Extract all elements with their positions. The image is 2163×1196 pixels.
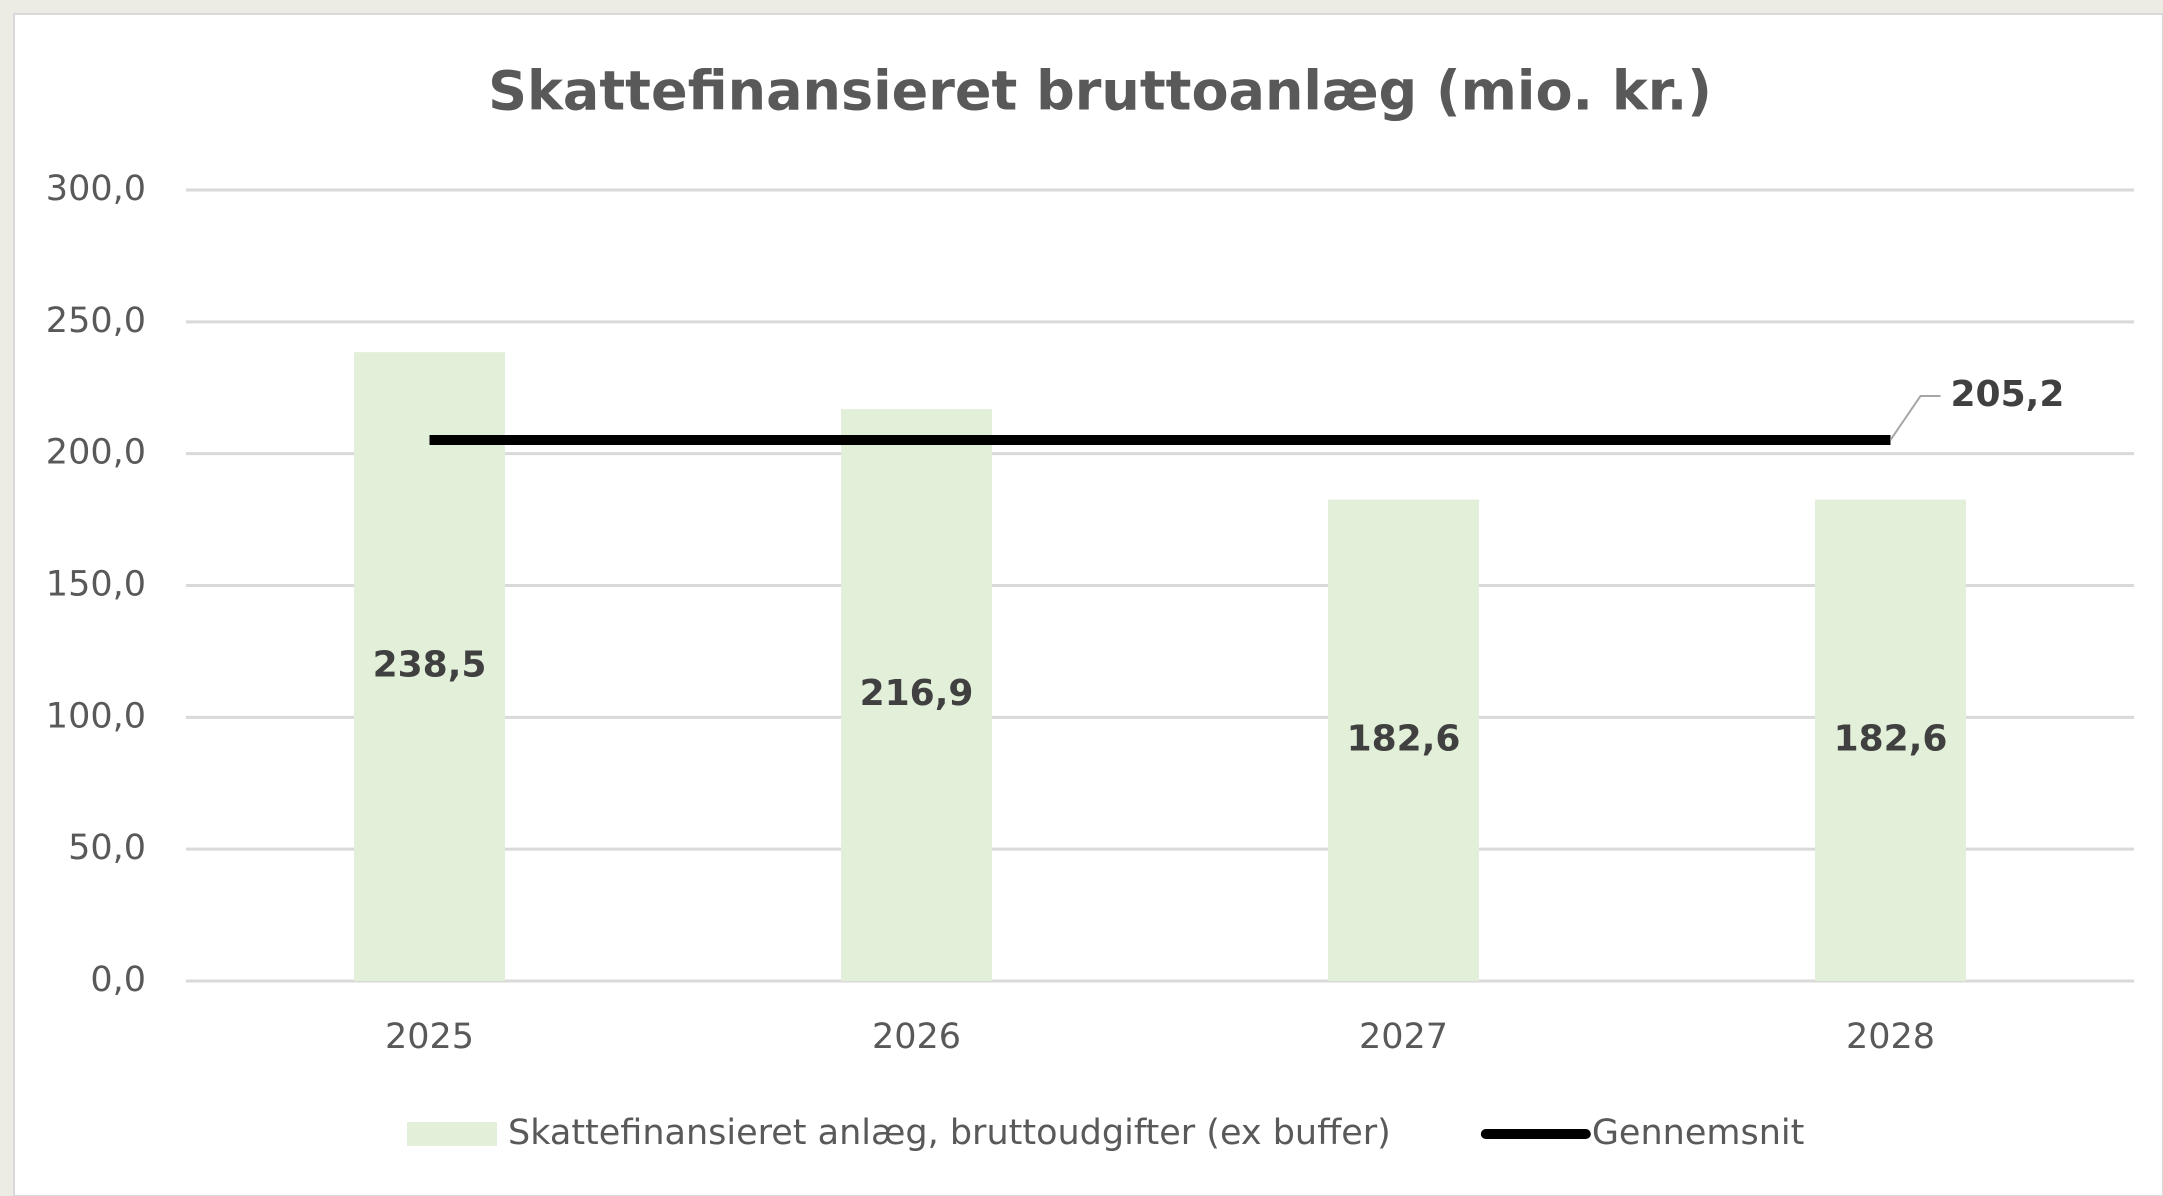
data-label: 238,5 xyxy=(373,645,487,686)
y-tick-label: 0,0 xyxy=(90,960,146,1000)
bar xyxy=(1328,499,1479,981)
data-label: 182,6 xyxy=(1834,718,1948,759)
legend-label: Skattefinansieret anlæg, bruttoudgifter … xyxy=(508,1113,1391,1153)
legend-label: Gennemsnit xyxy=(1592,1113,1805,1153)
legend-swatch xyxy=(407,1122,497,1146)
bar xyxy=(841,409,992,981)
x-tick-label: 2028 xyxy=(1846,1017,1935,1057)
y-tick-label: 300,0 xyxy=(46,169,146,209)
y-tick-label: 150,0 xyxy=(46,565,146,605)
x-tick-label: 2025 xyxy=(385,1017,474,1057)
y-tick-label: 100,0 xyxy=(46,696,146,736)
x-tick-label: 2026 xyxy=(872,1017,961,1057)
y-tick-label: 200,0 xyxy=(46,433,146,473)
bar xyxy=(1815,499,1966,981)
chart-title: Skattefinansieret bruttoanlæg (mio. kr.) xyxy=(488,60,1712,123)
leader-line xyxy=(1889,394,1941,441)
data-label: 205,2 xyxy=(1951,374,2065,415)
bar xyxy=(354,352,505,981)
x-tick-label: 2027 xyxy=(1359,1017,1448,1057)
data-label: 182,6 xyxy=(1347,718,1461,759)
y-tick-label: 250,0 xyxy=(46,301,146,341)
data-label: 216,9 xyxy=(860,673,974,714)
y-tick-label: 50,0 xyxy=(68,828,146,868)
